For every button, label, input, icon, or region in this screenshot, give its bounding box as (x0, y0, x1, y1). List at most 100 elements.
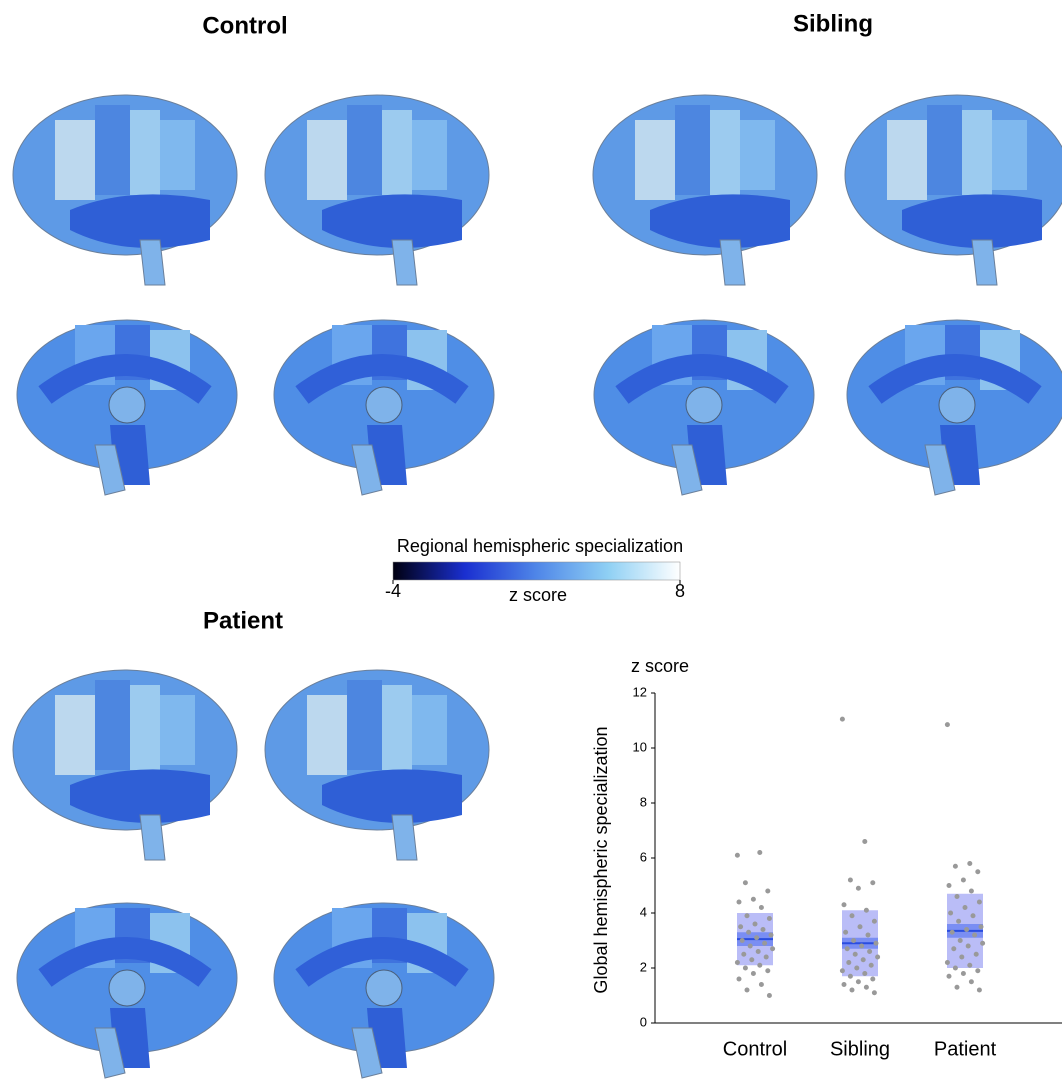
data-point (840, 717, 845, 722)
brain-view (593, 95, 817, 285)
data-point (955, 894, 960, 899)
x-tick-label: Sibling (830, 1038, 890, 1060)
data-point (751, 971, 756, 976)
data-point (738, 924, 743, 929)
data-point (745, 988, 750, 993)
data-point (953, 966, 958, 971)
data-point (858, 924, 863, 929)
data-point (864, 908, 869, 913)
data-point (963, 905, 968, 910)
data-point (950, 930, 955, 935)
panel-title: Sibling (793, 10, 873, 37)
data-point (956, 919, 961, 924)
colorbar (393, 562, 680, 580)
brain-view (274, 903, 494, 1078)
data-point (967, 861, 972, 866)
data-point (859, 944, 864, 949)
data-point (961, 971, 966, 976)
data-point (875, 955, 880, 960)
data-point (969, 979, 974, 984)
x-tick-label: Patient (934, 1038, 997, 1060)
brain-view (13, 95, 237, 285)
data-point (848, 878, 853, 883)
data-point (969, 889, 974, 894)
data-point (756, 949, 761, 954)
data-point (967, 963, 972, 968)
data-point (759, 982, 764, 987)
data-point (979, 924, 984, 929)
data-point (951, 946, 956, 951)
data-point (767, 916, 772, 921)
data-point (848, 974, 853, 979)
data-point (851, 938, 856, 943)
data-point (770, 946, 775, 951)
brain-view (265, 670, 489, 860)
data-point (872, 919, 877, 924)
data-point (980, 941, 985, 946)
data-point (953, 864, 958, 869)
data-point (959, 955, 964, 960)
data-point (769, 933, 774, 938)
data-point (856, 979, 861, 984)
data-point (753, 922, 758, 927)
brain-view (265, 95, 489, 285)
data-point (842, 982, 847, 987)
y-axis-label: Global hemispheric specialization (591, 726, 611, 993)
data-point (955, 985, 960, 990)
data-point (866, 933, 871, 938)
y-tick-label: 10 (633, 739, 647, 754)
data-point (874, 941, 879, 946)
data-point (870, 880, 875, 885)
unit-label: z score (631, 656, 689, 676)
data-point (761, 927, 766, 932)
data-point (757, 963, 762, 968)
data-point (735, 960, 740, 965)
data-point (872, 990, 877, 995)
data-point (749, 957, 754, 962)
data-point (870, 977, 875, 982)
data-point (864, 985, 869, 990)
data-point (971, 913, 976, 918)
data-point (862, 839, 867, 844)
data-point (861, 957, 866, 962)
data-point (854, 966, 859, 971)
data-point (765, 968, 770, 973)
colorbar-tick-label: -4 (385, 581, 401, 601)
data-point (853, 952, 858, 957)
data-point (737, 977, 742, 982)
colorbar-tick-label: 8 (675, 581, 685, 601)
brain-view (17, 903, 237, 1078)
data-point (845, 946, 850, 951)
brain-view (17, 320, 237, 495)
brain-view (845, 95, 1062, 285)
data-point (757, 850, 762, 855)
data-point (948, 911, 953, 916)
data-point (745, 913, 750, 918)
data-point (977, 900, 982, 905)
panel-title: Control (202, 12, 287, 39)
data-point (869, 963, 874, 968)
data-point (737, 900, 742, 905)
brain-view (13, 670, 237, 860)
data-point (762, 941, 767, 946)
data-point (975, 869, 980, 874)
data-point (975, 968, 980, 973)
figure: Control Sibling Patient Regional hemisph… (0, 0, 1062, 1080)
colorbar-label: z score (509, 585, 567, 605)
data-point (840, 968, 845, 973)
data-point (846, 960, 851, 965)
page: {"panels":[{"title":"Control"},{"title":… (0, 0, 1062, 1085)
data-point (958, 938, 963, 943)
data-point (765, 889, 770, 894)
data-point (842, 902, 847, 907)
data-point (977, 988, 982, 993)
y-tick-label: 8 (640, 794, 647, 809)
data-point (746, 930, 751, 935)
data-point (966, 944, 971, 949)
data-point (862, 971, 867, 976)
data-point (759, 905, 764, 910)
y-tick-label: 6 (640, 849, 647, 864)
data-point (947, 974, 952, 979)
data-point (767, 993, 772, 998)
data-point (843, 930, 848, 935)
